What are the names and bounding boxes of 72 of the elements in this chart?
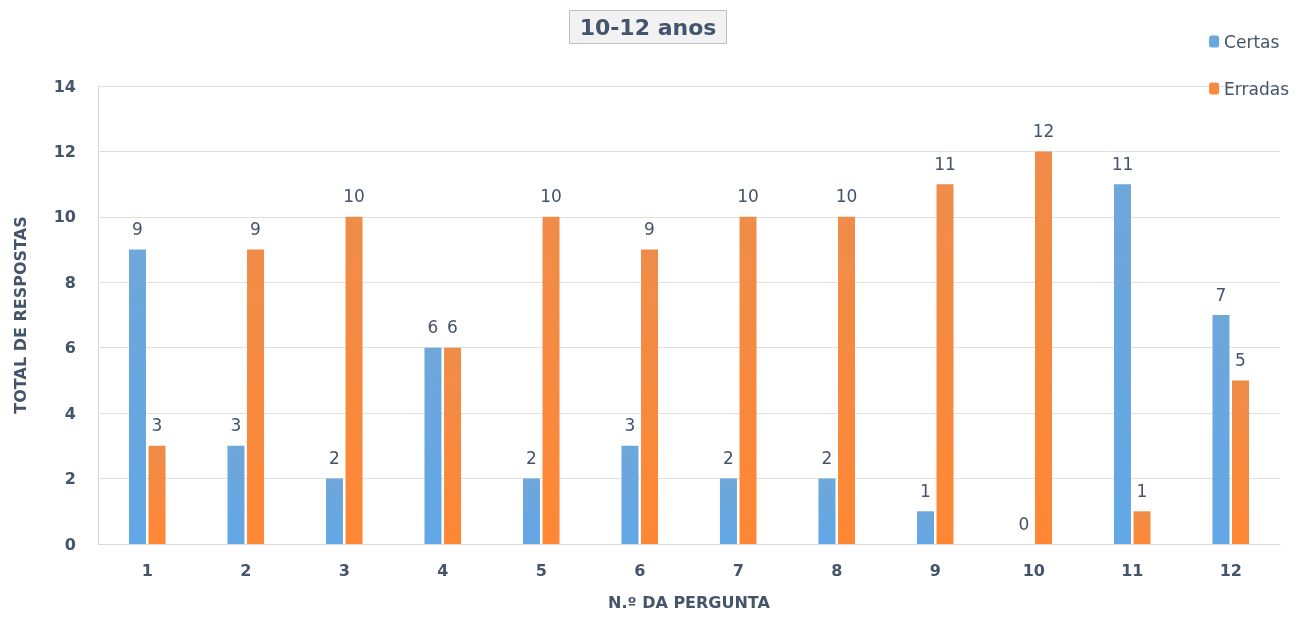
y-tick-label: 14 — [53, 76, 76, 96]
data-label: 2 — [723, 448, 734, 469]
data-label: 11 — [934, 153, 956, 174]
data-label: 2 — [821, 448, 833, 469]
y-tick-label: 0 — [64, 534, 76, 554]
bar — [739, 216, 757, 544]
data-label: 7 — [1215, 284, 1227, 305]
x-tick-label: 11 — [1121, 560, 1144, 580]
bar — [1113, 184, 1131, 544]
x-tick-label: 1 — [141, 560, 153, 580]
y-tick-label: 6 — [64, 338, 76, 358]
bar — [1212, 315, 1230, 544]
data-label: 9 — [250, 219, 261, 240]
data-label: 10 — [737, 186, 759, 207]
bar — [522, 478, 540, 544]
x-tick-label: 3 — [338, 560, 350, 580]
bar — [936, 184, 954, 544]
bar — [542, 216, 560, 544]
data-label: 10 — [835, 186, 858, 207]
data-label: 1 — [920, 480, 931, 501]
x-tick-label: 2 — [240, 560, 252, 580]
data-label: 0 — [1018, 513, 1030, 534]
bar — [916, 511, 934, 544]
bar — [641, 249, 659, 544]
data-label: 3 — [151, 415, 163, 436]
bar — [818, 478, 836, 544]
bar — [1133, 511, 1151, 544]
y-tick-label: 2 — [64, 469, 76, 489]
data-label: 9 — [132, 219, 143, 240]
data-label: 2 — [526, 448, 537, 469]
bar — [345, 216, 363, 544]
bar — [621, 445, 639, 544]
data-label: 11 — [1111, 153, 1134, 174]
y-tick-label: 4 — [64, 403, 76, 423]
bar — [719, 478, 737, 544]
x-tick-label: 5 — [535, 560, 547, 580]
data-label: 10 — [343, 186, 365, 207]
bar — [148, 445, 166, 544]
chart-title: 10-12 anos — [579, 14, 717, 40]
data-label: 9 — [644, 219, 655, 240]
bar — [1035, 151, 1053, 544]
data-label: 6 — [447, 317, 458, 338]
x-tick-label: 4 — [437, 560, 449, 580]
x-tick-label: 10 — [1022, 560, 1045, 580]
data-label: 10 — [540, 186, 562, 207]
x-tick-label: 7 — [732, 560, 744, 580]
legend-label: Certas — [1224, 31, 1280, 52]
data-label: 1 — [1136, 480, 1148, 501]
data-label: 2 — [329, 448, 340, 469]
y-tick-label: 10 — [53, 207, 76, 227]
bar — [227, 445, 245, 544]
data-label: 3 — [230, 415, 242, 436]
x-axis-title: N.º DA PERGUNTA — [608, 592, 771, 612]
data-label: 6 — [427, 317, 439, 338]
bar — [838, 216, 856, 544]
y-tick-label: 8 — [64, 272, 76, 292]
bar — [1232, 380, 1250, 544]
data-label: 5 — [1235, 349, 1246, 370]
bar — [247, 249, 265, 544]
bar — [444, 347, 462, 544]
bar — [424, 347, 442, 544]
x-tick-label: 12 — [1219, 560, 1242, 580]
bar — [325, 478, 343, 544]
x-tick-label: 9 — [929, 560, 941, 580]
data-label: 12 — [1032, 120, 1055, 141]
y-axis-title: TOTAL DE RESPOSTAS — [10, 216, 30, 414]
x-tick-label: 6 — [634, 560, 646, 580]
y-tick-label: 12 — [53, 141, 76, 161]
legend-label: Erradas — [1224, 78, 1290, 99]
data-label: 3 — [624, 415, 636, 436]
bar — [128, 249, 146, 544]
x-tick-label: 8 — [831, 560, 843, 580]
